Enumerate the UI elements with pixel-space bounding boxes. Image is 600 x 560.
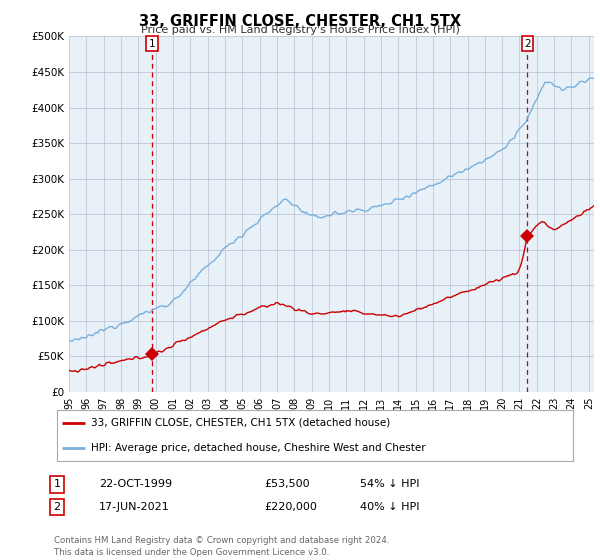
Text: £220,000: £220,000: [264, 502, 317, 512]
Text: Contains HM Land Registry data © Crown copyright and database right 2024.
This d: Contains HM Land Registry data © Crown c…: [54, 536, 389, 557]
Text: 17-JUN-2021: 17-JUN-2021: [99, 502, 170, 512]
Text: 40% ↓ HPI: 40% ↓ HPI: [360, 502, 419, 512]
Text: HPI: Average price, detached house, Cheshire West and Chester: HPI: Average price, detached house, Ches…: [91, 443, 425, 453]
Text: 1: 1: [149, 39, 155, 49]
Text: 1: 1: [53, 479, 61, 489]
Text: 33, GRIFFIN CLOSE, CHESTER, CH1 5TX: 33, GRIFFIN CLOSE, CHESTER, CH1 5TX: [139, 14, 461, 29]
Text: 54% ↓ HPI: 54% ↓ HPI: [360, 479, 419, 489]
Text: 2: 2: [53, 502, 61, 512]
Text: 33, GRIFFIN CLOSE, CHESTER, CH1 5TX (detached house): 33, GRIFFIN CLOSE, CHESTER, CH1 5TX (det…: [91, 418, 390, 428]
Text: 22-OCT-1999: 22-OCT-1999: [99, 479, 172, 489]
Text: 2: 2: [524, 39, 531, 49]
Text: £53,500: £53,500: [264, 479, 310, 489]
Text: Price paid vs. HM Land Registry's House Price Index (HPI): Price paid vs. HM Land Registry's House …: [140, 25, 460, 35]
FancyBboxPatch shape: [56, 410, 574, 461]
